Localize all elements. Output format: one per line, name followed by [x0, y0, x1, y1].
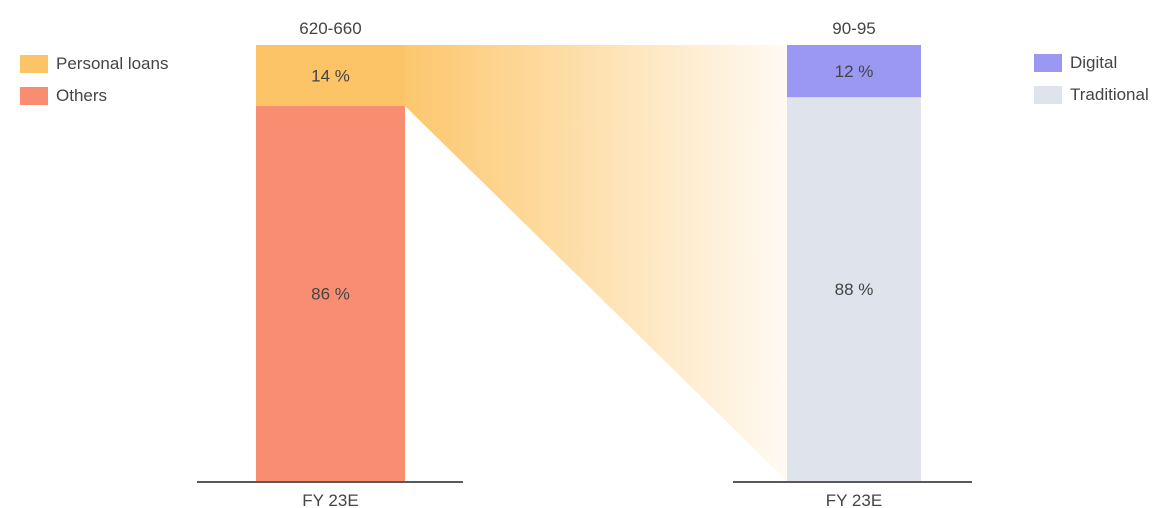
bar-segment-others: [256, 106, 405, 481]
category-label-left: FY 23E: [302, 491, 358, 508]
legend-swatch-others: [20, 87, 48, 105]
connector-wedge: [405, 45, 787, 481]
data-label-others: 86 %: [311, 285, 350, 304]
legend-swatch-traditional: [1034, 86, 1062, 104]
legend-right: Digital Traditional: [1034, 47, 1149, 111]
bar-segment-digital: [787, 45, 921, 98]
category-label-right: FY 23E: [826, 491, 882, 508]
legend-left: Personal loans Others: [20, 48, 168, 112]
legend-swatch-digital: [1034, 54, 1062, 72]
legend-item-others: Others: [20, 80, 168, 112]
data-label-digital: 12 %: [835, 62, 874, 81]
legend-label-digital: Digital: [1070, 53, 1118, 72]
legend-item-digital: Digital: [1034, 47, 1149, 79]
total-label-right: 90-95: [832, 19, 875, 38]
legend-label-personal-loans: Personal loans: [56, 54, 169, 73]
legend-item-traditional: Traditional: [1034, 79, 1149, 111]
bar-segment-personal-loans: [256, 45, 405, 107]
legend-item-personal-loans: Personal loans: [20, 48, 168, 80]
total-label-left: 620-660: [299, 19, 361, 38]
data-label-personal-loans: 14 %: [311, 67, 350, 86]
legend-label-traditional: Traditional: [1070, 85, 1149, 104]
legend-swatch-personal-loans: [20, 55, 48, 73]
data-label-traditional: 88 %: [835, 280, 874, 299]
bar-segment-traditional: [787, 97, 921, 481]
legend-label-others: Others: [56, 86, 108, 105]
